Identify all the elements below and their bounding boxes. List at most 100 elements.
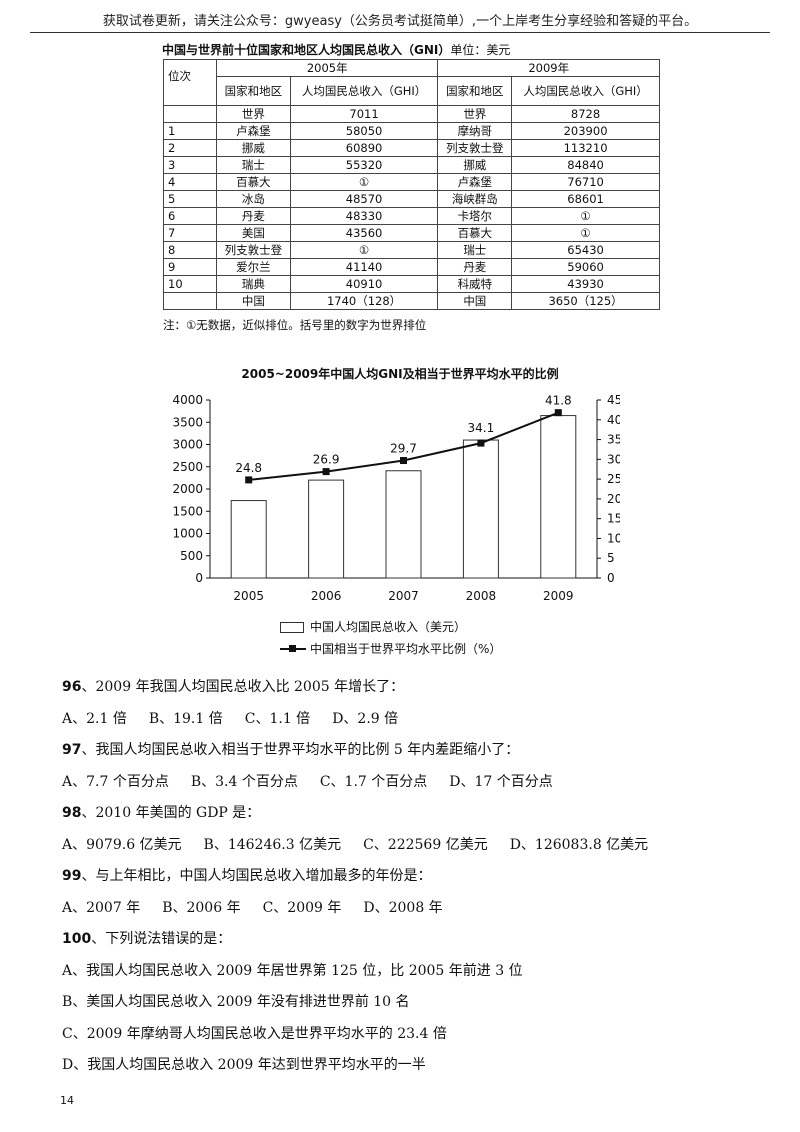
cell-gni-2009: 3650（125） [511,292,660,310]
answer-option[interactable]: C、1.7 个百分点 [319,773,428,790]
answer-option[interactable]: B、3.4 个百分点 [190,773,298,790]
data-label: 34.1 [468,421,495,435]
page-header: 获取试卷更新，请关注公众号：gwyeasy（公务员考试挺简单）,一个上岸考生分享… [102,14,698,29]
y-left-tick-label: 500 [180,549,203,563]
legend-bar-label: 中国人均国民总收入（美元） [310,620,467,634]
cell-country-2005: 瑞典 [216,275,291,293]
cell-country-2005: 冰岛 [216,190,291,208]
chart-title: 2005~2009年中国人均GNI及相当于世界平均水平的比例 [241,367,559,381]
answer-option[interactable]: A、2.1 倍 [62,710,127,727]
data-label: 24.8 [235,461,262,475]
y-right-tick-label: 40 [607,413,620,427]
cell-rank: 6 [163,207,217,225]
answer-option[interactable]: A、2007 年 [62,899,141,916]
answer-option[interactable]: D、126083.8 亿美元 [509,836,649,853]
x-tick-label: 2008 [466,589,497,603]
cell-gni-2005: ① [289,241,439,259]
cell-country-2009: 海峡群岛 [437,190,513,208]
gni-table: 位次 2005年 2009年 国家和地区 人均国民总收入（GHI） 国家和地区 … [163,59,660,310]
answer-option[interactable]: D、17 个百分点 [449,773,553,790]
cell-country-2009: 科威特 [437,275,513,293]
question-list: 96、2009 年我国人均国民总收入比 2005 年增长了： A、2.1 倍 B、1… [62,676,762,1086]
question-number: 99 [62,868,82,884]
table-row: 8 列支敦士登 ① 瑞士 65430 [163,241,660,259]
option-row: A、2007 年 B、2006 年 C、2009 年 D、2008 年 [62,897,762,929]
cell-rank: 10 [163,275,217,293]
cell-gni-2009: 203900 [511,122,660,140]
answer-option[interactable]: D、2.9 倍 [332,710,399,727]
cell-rank: 4 [163,173,217,191]
cell-country-2009: 中国 [437,292,513,310]
y-left-tick-label: 2500 [172,460,203,474]
bar [540,415,577,579]
line-marker [477,439,485,447]
cell-gni-2005: 58050 [289,122,439,140]
table-row: 世界 7011 世界 8728 [163,105,660,123]
x-tick-label: 2007 [388,589,419,603]
table-unit: 单位：美元 [450,43,511,57]
cell-country-2009: 百慕大 [437,224,513,242]
question-stem: 99、与上年相比，中国人均国民总收入增加最多的年份是： [62,865,762,897]
cell-country-2009: 世界 [437,105,513,123]
cell-country-2005: 世界 [216,105,291,123]
bar [462,439,499,579]
answer-option[interactable]: B、19.1 倍 [148,710,223,727]
answer-option[interactable]: C、222569 亿美元 [363,836,488,853]
cell-rank: 5 [163,190,217,208]
header-country-2005: 国家和地区 [216,76,291,106]
answer-option[interactable]: C、2009 年 [262,899,342,916]
legend-line-swatch [280,645,306,652]
bar [230,500,267,579]
question-number: 100 [62,931,92,947]
cell-country-2009: 列支敦士登 [437,139,513,157]
cell-gni-2009: 68601 [511,190,660,208]
cell-rank: 7 [163,224,217,242]
cell-gni-2005: 7011 [289,105,439,123]
answer-option[interactable]: C、2009 年摩纳哥人均国民总收入是世界平均水平的 23.4 倍 [62,1025,447,1042]
legend-line-label: 中国相当于世界平均水平比例（%） [310,642,502,656]
table-row: 9 爱尔兰 41140 丹麦 59060 [163,258,660,276]
table-row: 4 百慕大 ① 卢森堡 76710 [163,173,660,191]
cell-gni-2005: 60890 [289,139,439,157]
y-right-tick-label: 5 [607,551,615,565]
y-right-tick-label: 20 [607,492,620,506]
legend-item-bar: 中国人均国民总收入（美元） [280,616,501,638]
cell-country-2005: 挪威 [216,139,291,157]
y-right-tick-label: 10 [607,531,620,545]
question-stem: 100、下列说法错误的是： [62,928,762,960]
table-row: 10 瑞典 40910 科威特 43930 [163,275,660,293]
question-text: 、下列说法错误的是： [91,931,232,947]
table-row: 6 丹麦 48330 卡塔尔 ① [163,207,660,225]
question-stem: 98、2010 年美国的 GDP 是： [62,802,762,834]
answer-option[interactable]: D、我国人均国民总收入 2009 年达到世界平均水平的一半 [62,1057,426,1073]
line-marker [322,468,330,476]
cell-country-2005: 爱尔兰 [216,258,291,276]
answer-option[interactable]: B、2006 年 [162,899,241,916]
option-row: A、7.7 个百分点 B、3.4 个百分点 C、1.7 个百分点 D、17 个百分点 [62,771,762,803]
table-row: 中国 1740（128） 中国 3650（125） [163,292,660,310]
cell-rank: 1 [163,122,217,140]
y-left-tick-label: 1000 [172,527,203,541]
answer-option[interactable]: A、我国人均国民总收入 2009 年居世界第 125 位，比 2005 年前进 … [62,962,523,979]
table-subheader-row: 国家和地区 人均国民总收入（GHI） 国家和地区 人均国民总收入（GHI） [164,76,660,106]
answer-option[interactable]: A、9079.6 亿美元 [62,836,182,853]
answer-option[interactable]: D、2008 年 [363,899,443,916]
header-rank: 位次 [163,59,217,106]
header-gni-2009: 人均国民总收入（GHI） [511,76,660,106]
line-marker [400,457,407,465]
answer-option[interactable]: A、7.7 个百分点 [62,773,169,790]
cell-gni-2009: 76710 [511,173,660,191]
header-country-2009: 国家和地区 [437,76,513,106]
cell-country-2005: 卢森堡 [216,122,291,140]
question-stem: 96、2009 年我国人均国民总收入比 2005 年增长了： [62,676,762,708]
answer-option[interactable]: B、美国人均国民总收入 2009 年没有排进世界前 10 名 [62,994,410,1010]
option-row: A、2.1 倍 B、19.1 倍 C、1.1 倍 D、2.9 倍 [62,708,762,740]
cell-rank: 2 [163,139,217,157]
table-note: 注：①无数据，近似排位。括号里的数字为世界排位 [163,318,427,332]
answer-option[interactable]: B、146246.3 亿美元 [203,836,342,853]
question-number: 96 [62,679,82,695]
y-right-tick-label: 0 [607,571,615,585]
answer-option[interactable]: C、1.1 倍 [244,710,311,727]
table-header-row: 位次 2005年 2009年 [163,59,660,106]
cell-country-2005: 美国 [216,224,291,242]
